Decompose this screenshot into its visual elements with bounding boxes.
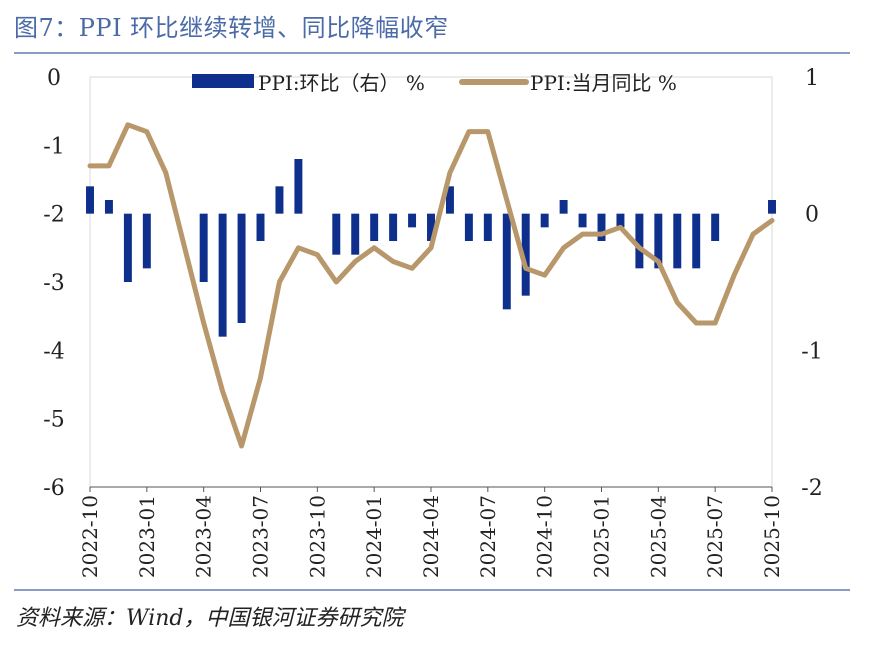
source-note: 资料来源：Wind，中国银河证券研究院 xyxy=(16,606,404,631)
bar-2023-04 xyxy=(199,213,208,282)
x-tick-label: 2023-01 xyxy=(135,495,159,578)
legend-bar-swatch xyxy=(192,74,254,88)
bar-2025-03 xyxy=(635,213,644,269)
bar-2025-06 xyxy=(692,213,701,269)
x-tick-label: 2025-10 xyxy=(760,495,784,578)
bar-2023-11 xyxy=(332,213,341,255)
bar-2024-07 xyxy=(483,213,492,241)
bar-2023-05 xyxy=(218,213,227,337)
x-tick-label: 2024-10 xyxy=(533,495,557,578)
bar-2024-08 xyxy=(502,213,511,310)
x-axis: 2022-10 2023-01 2023-04 2023-07 2023-10 2024-… xyxy=(78,486,784,578)
x-tick-label: 2024-04 xyxy=(419,495,443,578)
bar-2024-03 xyxy=(408,213,417,228)
legend-line-label: PPI:当月同比 % xyxy=(530,71,677,95)
right-axis: 1 0 -1 -2 xyxy=(801,66,822,501)
bar-2023-06 xyxy=(237,213,246,323)
bar-2024-04 xyxy=(427,213,435,241)
top-divider xyxy=(14,52,850,54)
bar-2023-07 xyxy=(256,213,265,241)
bottom-divider xyxy=(14,589,850,591)
bar-2025-01 xyxy=(597,213,606,241)
left-tick-label: -3 xyxy=(43,271,64,296)
bar-2024-02 xyxy=(389,213,398,241)
legend-bar-label: PPI:环比（右） % xyxy=(258,71,425,95)
right-tick-label: 0 xyxy=(805,203,819,228)
page-title: 图7：PPI 环比继续转增、同比降幅收窄 xyxy=(14,14,449,42)
bar-2024-10 xyxy=(540,213,549,228)
line-series xyxy=(87,122,775,449)
x-tick-label: 2022-10 xyxy=(78,495,102,578)
bar-2025-10 xyxy=(768,200,776,214)
bar-series xyxy=(86,159,776,337)
bar-2025-05 xyxy=(673,213,682,269)
bar-2023-12 xyxy=(351,213,360,255)
x-tick-label: 2025-07 xyxy=(703,495,727,578)
bar-2023-08 xyxy=(275,186,284,214)
left-tick-label: -1 xyxy=(43,134,64,159)
x-tick-label: 2024-07 xyxy=(476,495,500,578)
bar-2022-11 xyxy=(104,200,113,214)
left-tick-label: -5 xyxy=(43,408,64,433)
left-axis: 0 -1 -2 -3 -4 -5 -6 xyxy=(43,66,64,501)
right-tick-label: -2 xyxy=(801,476,822,501)
x-tick-label: 2023-04 xyxy=(192,495,216,578)
bar-2024-06 xyxy=(464,213,473,241)
bar-2023-09 xyxy=(294,159,303,214)
bar-2024-01 xyxy=(370,213,379,241)
bar-2024-11 xyxy=(559,200,568,214)
bar-2022-12 xyxy=(123,213,132,282)
right-tick-label: -1 xyxy=(801,339,822,364)
bar-2025-04 xyxy=(654,213,663,269)
bar-2023-01 xyxy=(142,213,151,269)
x-tick-label: 2024-01 xyxy=(362,495,386,578)
left-tick-label: -4 xyxy=(43,339,64,364)
left-tick-label: -2 xyxy=(43,203,64,228)
chart: 0 -1 -2 -3 -4 -5 -6 1 0 -1 -2 2022-10 2023-01 2023-… xyxy=(43,66,822,578)
bar-2025-02 xyxy=(616,213,625,228)
bar-2024-12 xyxy=(578,213,587,228)
left-tick-label: -6 xyxy=(43,476,64,501)
x-tick-label: 2025-04 xyxy=(646,495,670,578)
bar-2024-09 xyxy=(521,213,530,296)
x-tick-label: 2025-01 xyxy=(590,495,614,578)
right-tick-label: 1 xyxy=(805,66,819,91)
x-tick-label: 2023-07 xyxy=(249,495,273,578)
bar-2022-10 xyxy=(86,186,94,214)
legend: PPI:环比（右） % PPI:当月同比 % xyxy=(192,71,677,95)
bar-2024-05 xyxy=(445,186,454,214)
left-tick-label: 0 xyxy=(47,66,61,91)
x-tick-label: 2023-10 xyxy=(305,495,329,578)
bar-2025-07 xyxy=(711,213,720,241)
line-ppi-yoy xyxy=(87,122,775,449)
